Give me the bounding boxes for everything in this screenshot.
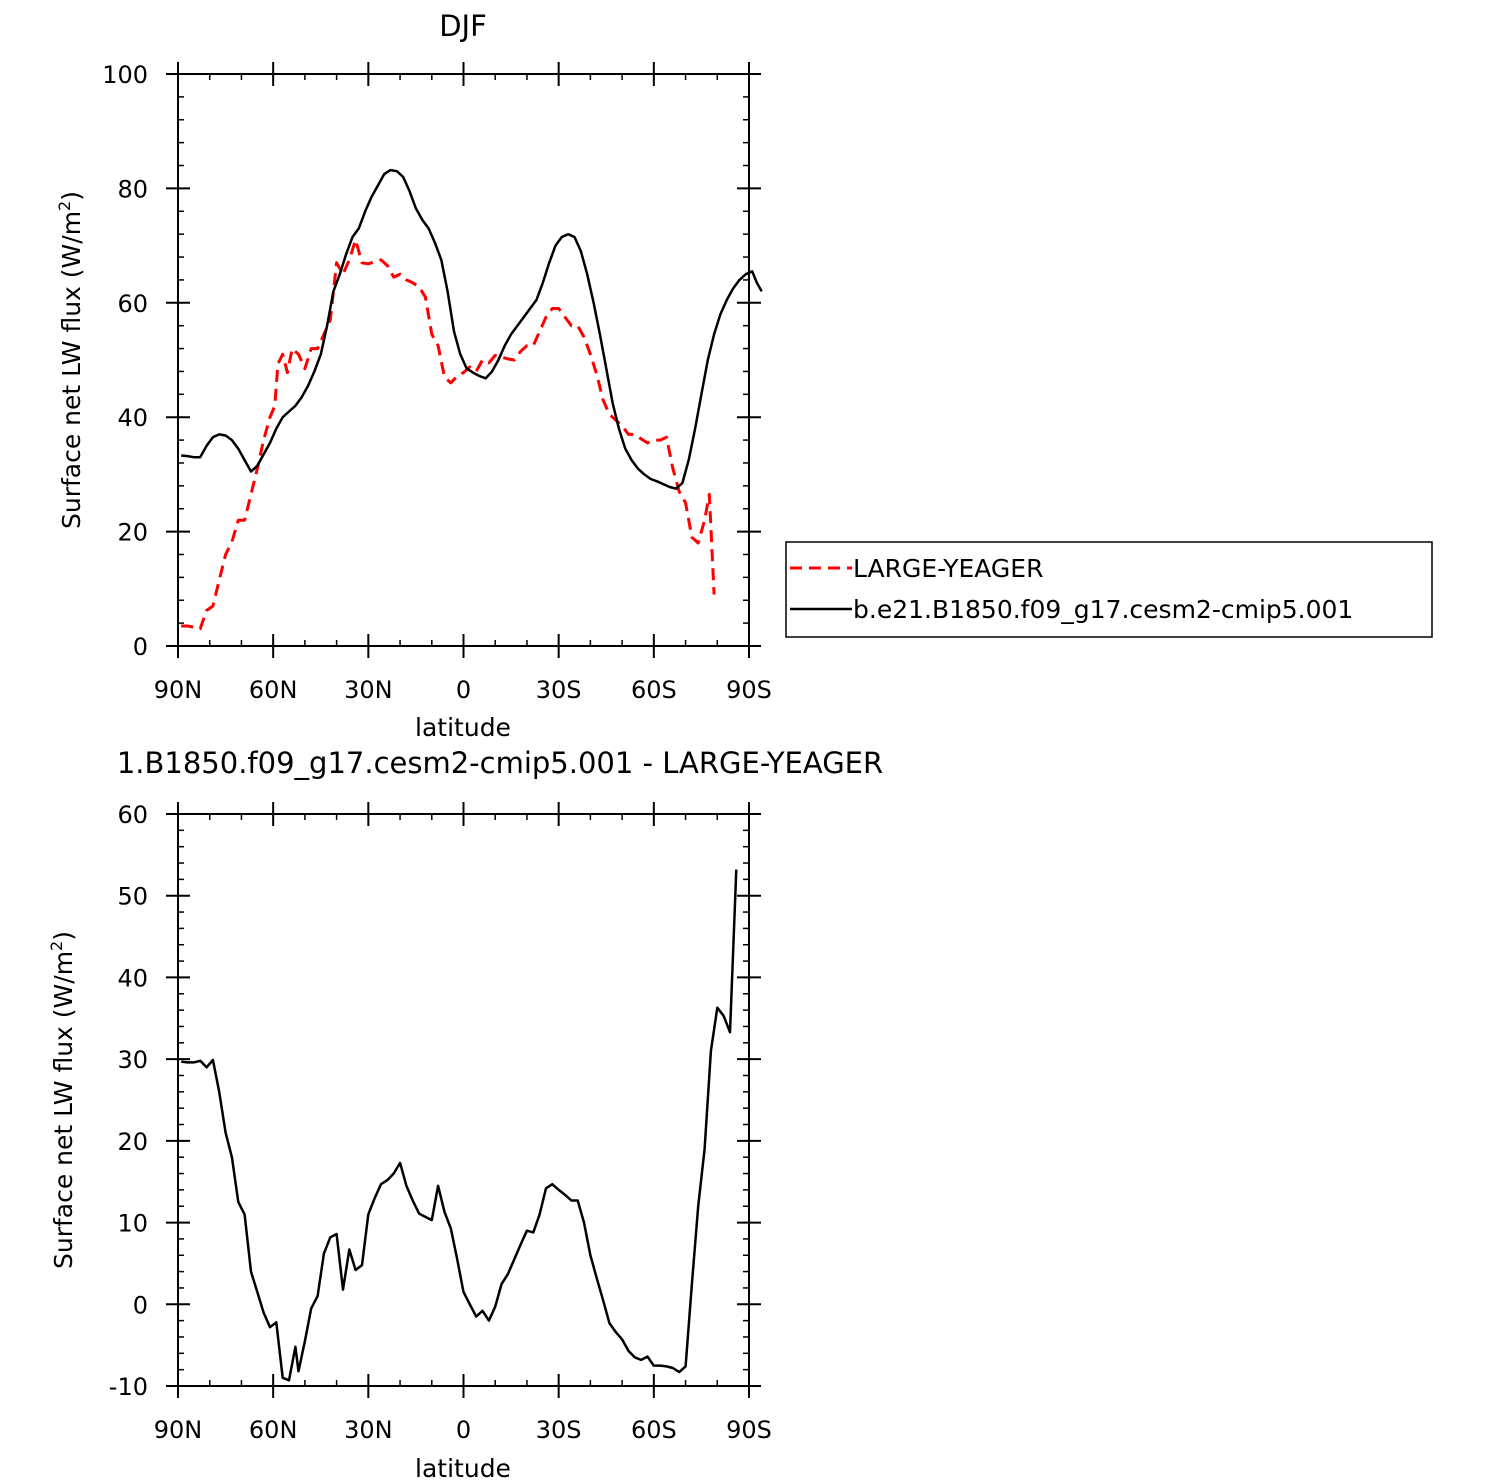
bottom-x-tick-label: 60S bbox=[631, 1416, 677, 1444]
bottom-y-tick-label: 20 bbox=[117, 1128, 148, 1156]
bottom-series-line-0 bbox=[181, 869, 738, 1382]
bottom-y-tick-label: -10 bbox=[109, 1373, 148, 1401]
top-x-tick-label: 0 bbox=[456, 676, 471, 704]
top-yaxis-title: Surface net LW flux (W/m2) bbox=[55, 191, 86, 529]
top-x-tick-label: 30S bbox=[536, 676, 582, 704]
bottom-yaxis-title: Surface net LW flux (W/m2) bbox=[47, 931, 78, 1269]
top-x-tick-label: 30N bbox=[344, 676, 393, 704]
top-series-line-0 bbox=[181, 238, 716, 631]
top-y-tick-label: 40 bbox=[117, 404, 148, 432]
top-panel: DJF 90N 60N 30N 0 30S 60S 90S 0 20 40 60 80 100 lati… bbox=[55, 9, 1433, 742]
bottom-x-tick-label: 90N bbox=[154, 1416, 203, 1444]
bottom-plot-title: 1.B1850.f09_g17.cesm2-cmip5.001 - LARGE-… bbox=[117, 746, 883, 780]
top-axes: 90N 60N 30N 0 30S 60S 90S 0 20 40 60 80 100 bbox=[102, 61, 772, 704]
legend-label-large-yeager: LARGE-YEAGER bbox=[853, 554, 1043, 583]
top-y-tick-label: 80 bbox=[117, 175, 148, 203]
bottom-x-tick-label: 30S bbox=[536, 1416, 582, 1444]
top-xaxis-title: latitude bbox=[415, 713, 511, 742]
bottom-x-tick-label: 90S bbox=[726, 1416, 772, 1444]
bottom-x-tick-label: 60N bbox=[249, 1416, 298, 1444]
top-y-tick-label: 60 bbox=[117, 290, 148, 318]
top-x-tick-label: 90N bbox=[154, 676, 203, 704]
bottom-xaxis-title: latitude bbox=[415, 1454, 511, 1483]
bottom-y-tick-label: 40 bbox=[117, 964, 148, 992]
bottom-series-group bbox=[181, 869, 738, 1382]
bottom-panel: 1.B1850.f09_g17.cesm2-cmip5.001 - LARGE-… bbox=[47, 746, 883, 1483]
top-x-tick-label: 60N bbox=[249, 676, 298, 704]
legend-box bbox=[785, 541, 1433, 638]
legend: LARGE-YEAGER b.e21.B1850.f09_g17.cesm2-c… bbox=[785, 541, 1433, 638]
top-plot-title: DJF bbox=[439, 9, 487, 43]
bottom-y-tick-label: 10 bbox=[117, 1210, 148, 1238]
top-y-tick-label: 20 bbox=[117, 519, 148, 547]
top-y-tick-label: 0 bbox=[133, 633, 148, 661]
bottom-x-tick-label: 0 bbox=[456, 1416, 471, 1444]
bottom-y-tick-label: 60 bbox=[117, 801, 148, 829]
legend-label-cesm2: b.e21.B1850.f09_g17.cesm2-cmip5.001 bbox=[853, 595, 1353, 624]
bottom-axes: 90N 60N 30N 0 30S 60S 90S -10 0 10 20 30 40 50 60 bbox=[109, 801, 772, 1444]
top-x-tick-label: 90S bbox=[726, 676, 772, 704]
bottom-y-tick-label: 30 bbox=[117, 1046, 148, 1074]
top-series-line-1 bbox=[181, 168, 763, 490]
top-series-group bbox=[181, 168, 763, 631]
top-y-tick-label: 100 bbox=[102, 61, 148, 89]
bottom-plot-frame bbox=[177, 813, 750, 1387]
bottom-y-tick-label: 0 bbox=[133, 1291, 148, 1319]
bottom-y-tick-label: 50 bbox=[117, 883, 148, 911]
top-x-tick-label: 60S bbox=[631, 676, 677, 704]
bottom-x-tick-label: 30N bbox=[344, 1416, 393, 1444]
